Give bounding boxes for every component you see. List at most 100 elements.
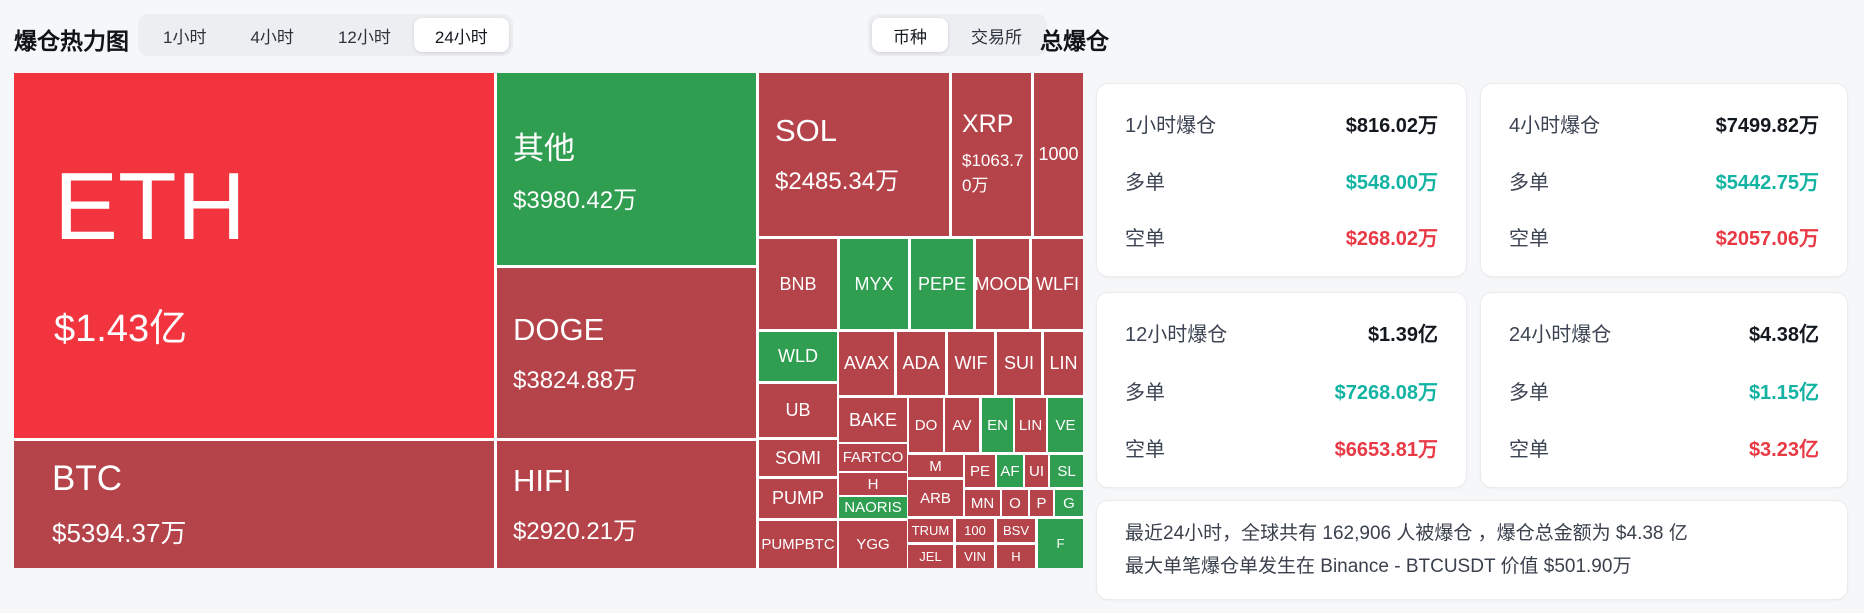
treemap-cell-YGG[interactable]: YGG bbox=[839, 521, 907, 568]
treemap-cell-MN[interactable]: MN bbox=[965, 490, 1000, 516]
treemap-cell-O[interactable]: O bbox=[1002, 490, 1028, 516]
treemap-cell-SUI[interactable]: SUI bbox=[997, 332, 1041, 395]
treemap-cell-label: G bbox=[1063, 494, 1075, 512]
treemap-cell-DO[interactable]: DO bbox=[909, 398, 943, 452]
short-label: 空单 bbox=[1509, 228, 1549, 250]
treemap-cell-label: BAKE bbox=[848, 409, 898, 430]
treemap-cell-VE[interactable]: VE bbox=[1048, 398, 1083, 452]
treemap-cell-F[interactable]: F bbox=[1038, 519, 1083, 568]
treemap-cell-label: HIFI bbox=[513, 463, 572, 498]
short-value: $6653.81万 bbox=[1334, 439, 1438, 461]
time-filter-12小时[interactable]: 12小时 bbox=[317, 18, 412, 52]
treemap-cell-label: PEPE bbox=[917, 273, 967, 294]
treemap-cell-label: AV bbox=[952, 416, 972, 434]
treemap-cell-label: AF bbox=[1000, 462, 1020, 480]
treemap-cell-SL[interactable]: SL bbox=[1050, 455, 1083, 487]
stat-card-12h: 12小时爆仓 $1.39亿 多单 $7268.08万 空单 $6653.81万 bbox=[1096, 292, 1467, 488]
treemap-cell-VIN[interactable]: VIN bbox=[956, 545, 994, 568]
treemap-cell-label: UB bbox=[785, 400, 811, 420]
stat-card-24h: 24小时爆仓 $4.38亿 多单 $1.15亿 空单 $3.23亿 bbox=[1480, 292, 1848, 488]
treemap-cell-label: SL bbox=[1057, 462, 1076, 480]
treemap-cell-BSV[interactable]: BSV bbox=[997, 519, 1035, 542]
time-filter-24小时[interactable]: 24小时 bbox=[413, 18, 509, 52]
treemap-cell-SOL[interactable]: SOL $2485.34万 bbox=[759, 73, 949, 236]
treemap-cell-PE[interactable]: PE bbox=[965, 455, 995, 487]
treemap-cell-JEL[interactable]: JEL bbox=[908, 545, 953, 568]
treemap-cell-AF[interactable]: AF bbox=[997, 455, 1023, 487]
treemap-cell-H[interactable]: H bbox=[839, 473, 907, 495]
treemap-cell-value: $2485.34万 bbox=[775, 168, 900, 195]
treemap-cell-AVAX[interactable]: AVAX bbox=[839, 332, 894, 395]
treemap-cell-WIF[interactable]: WIF bbox=[948, 332, 994, 395]
treemap-cell-label: ADA bbox=[902, 353, 940, 373]
treemap-cell-EN[interactable]: EN bbox=[982, 398, 1013, 452]
treemap-cell-MOOD[interactable]: MOOD bbox=[976, 239, 1029, 329]
treemap-cell-H[interactable]: H bbox=[997, 545, 1035, 568]
treemap-cell-BTC[interactable]: BTC $5394.37万 bbox=[14, 441, 494, 568]
treemap-cell-ADA[interactable]: ADA bbox=[897, 332, 945, 395]
treemap-cell-ETH[interactable]: ETH $1.43亿 bbox=[14, 73, 494, 438]
long-label: 多单 bbox=[1125, 171, 1165, 194]
treemap-cell-label: LIN bbox=[1018, 416, 1043, 434]
treemap-cell-label: PE bbox=[969, 462, 990, 480]
treemap-cell-其他[interactable]: 其他 $3980.42万 bbox=[497, 73, 756, 265]
treemap-cell-HIFI[interactable]: HIFI $2920.21万 bbox=[497, 441, 756, 568]
summary-line-1: 最近24小时，全球共有 162,906 人被爆仓 ，爆仓总金额为 $4.38 亿 bbox=[1125, 523, 1688, 544]
treemap-cell-AV[interactable]: AV bbox=[945, 398, 979, 452]
treemap-cell-label: VIN bbox=[964, 549, 986, 564]
treemap-cell-value: $3824.88万 bbox=[513, 366, 638, 394]
treemap-cell-PEPE[interactable]: PEPE bbox=[911, 239, 973, 329]
treemap-cell-PUMP[interactable]: PUMP bbox=[759, 479, 837, 518]
treemap-cell-label: LIN bbox=[1049, 353, 1078, 373]
treemap-cell-M[interactable]: M bbox=[908, 455, 963, 477]
treemap-cell-label: P bbox=[1036, 494, 1047, 512]
short-label: 空单 bbox=[1509, 439, 1549, 461]
treemap-cell-1000[interactable]: 1000 bbox=[1034, 73, 1083, 236]
treemap-cell-UI[interactable]: UI bbox=[1025, 455, 1048, 487]
time-filter-1小时[interactable]: 1小时 bbox=[142, 18, 227, 52]
treemap-cell-label: WIF bbox=[954, 353, 988, 373]
treemap-cell-label: 1000 bbox=[1038, 144, 1079, 164]
treemap-cell-TRUM[interactable]: TRUM bbox=[908, 519, 953, 542]
treemap-cell-DOGE[interactable]: DOGE $3824.88万 bbox=[497, 268, 756, 438]
page-title: 爆仓热力图 bbox=[14, 28, 129, 54]
treemap-cell-BNB[interactable]: BNB bbox=[759, 239, 837, 329]
view-toggle-交易所[interactable]: 交易所 bbox=[950, 18, 1043, 52]
treemap-cell-ARB[interactable]: ARB bbox=[908, 480, 963, 516]
treemap-cell-SOMI[interactable]: SOMI bbox=[759, 440, 837, 476]
treemap-cell-label: DO bbox=[914, 416, 938, 434]
treemap-cell-label: WLFI bbox=[1036, 273, 1079, 294]
treemap-cell-UB[interactable]: UB bbox=[759, 384, 837, 437]
treemap-cell-100[interactable]: 100 bbox=[956, 519, 994, 542]
treemap-cell-XRP[interactable]: XRP $1063.70万 bbox=[952, 73, 1031, 236]
treemap-cell-LIN[interactable]: LIN bbox=[1044, 332, 1083, 395]
time-filter-4小时[interactable]: 4小时 bbox=[229, 18, 314, 52]
stat-card-4h: 4小时爆仓 $7499.82万 多单 $5442.75万 空单 $2057.06… bbox=[1480, 83, 1848, 277]
short-label: 空单 bbox=[1125, 228, 1165, 250]
treemap-cell-label: JEL bbox=[919, 549, 942, 564]
treemap-cell-BAKE[interactable]: BAKE bbox=[839, 398, 907, 442]
treemap-cell-LIN[interactable]: LIN bbox=[1015, 398, 1046, 452]
view-toggle-group: 币种 交易所 bbox=[868, 14, 1047, 56]
treemap-cell-P[interactable]: P bbox=[1030, 490, 1053, 516]
treemap-cell-label: UI bbox=[1029, 462, 1044, 480]
period-label: 4小时爆仓 bbox=[1509, 115, 1601, 137]
treemap-cell-WLD[interactable]: WLD bbox=[759, 332, 837, 381]
treemap-cell-label: SOL bbox=[775, 113, 838, 148]
treemap-cell-label: VE bbox=[1055, 416, 1076, 434]
view-toggle-币种[interactable]: 币种 bbox=[872, 18, 948, 52]
treemap-cell-label: WLD bbox=[778, 346, 818, 366]
long-value: $7268.08万 bbox=[1334, 381, 1438, 404]
treemap-cell-MYX[interactable]: MYX bbox=[840, 239, 908, 329]
treemap-cell-WLFI[interactable]: WLFI bbox=[1032, 239, 1083, 329]
treemap-cell-label: BTC bbox=[52, 459, 122, 498]
treemap-cell-FARTCO[interactable]: FARTCO bbox=[839, 444, 907, 471]
treemap-cell-G[interactable]: G bbox=[1055, 490, 1083, 516]
treemap-cell-value: $1.43亿 bbox=[54, 308, 188, 350]
short-value: $2057.06万 bbox=[1715, 228, 1819, 250]
treemap-cell-label: NAORIS bbox=[844, 499, 902, 516]
summary-line-2: 最大单笔爆仓单发生在 Binance - BTCUSDT 价值 $501.90万 bbox=[1125, 556, 1632, 577]
treemap-cell-NAORIS[interactable]: NAORIS bbox=[839, 497, 907, 518]
treemap-cell-label: AVAX bbox=[843, 353, 890, 373]
treemap-cell-PUMPBTC[interactable]: PUMPBTC bbox=[759, 521, 837, 568]
